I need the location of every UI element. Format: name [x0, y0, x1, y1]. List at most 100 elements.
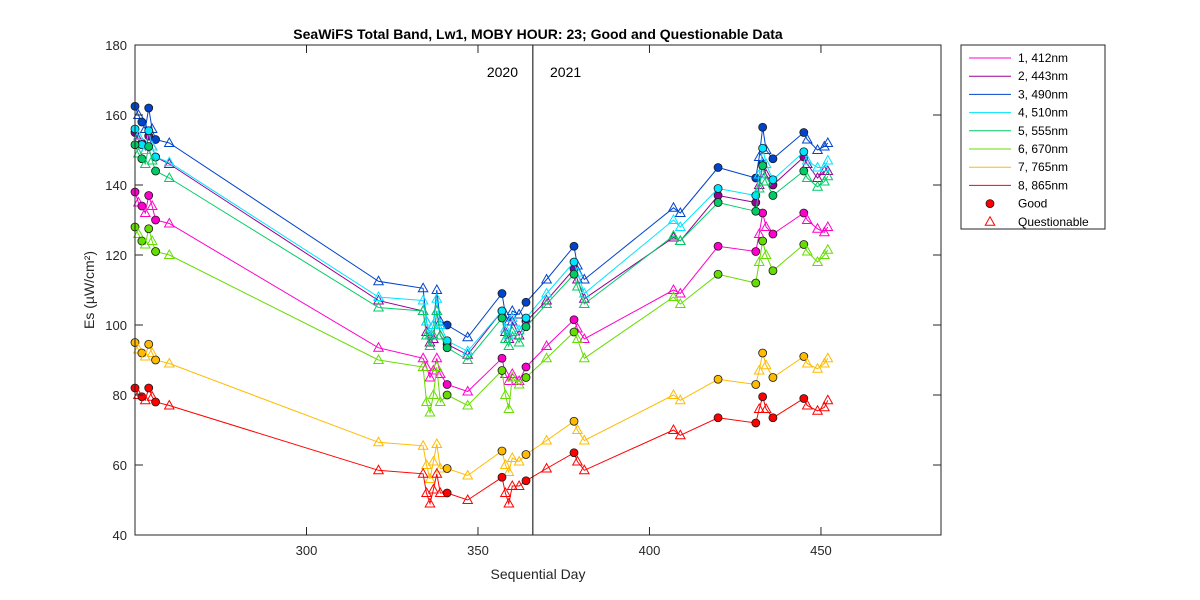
questionable-point [818, 175, 830, 186]
questionable-point [578, 332, 590, 343]
questionable-point [667, 201, 680, 212]
questionable-point [431, 304, 443, 315]
legend-label: 1, 412nm [1018, 51, 1068, 65]
questionable-point [753, 255, 765, 266]
good-point [521, 362, 531, 372]
questionable-point [571, 455, 584, 466]
legend-label: 8, 865nm [1018, 178, 1068, 192]
questionable-point [753, 227, 765, 238]
questionable-point [760, 220, 772, 231]
questionable-point [801, 245, 813, 256]
good-point [799, 166, 809, 176]
good-point [144, 103, 154, 113]
questionable-point [427, 388, 439, 399]
series-1-412nm [130, 187, 834, 396]
questionable-point [424, 497, 436, 508]
questionable-point [540, 462, 553, 473]
series-6-670nm [130, 222, 834, 417]
series-5-555nm [130, 140, 834, 364]
legend-item-7-765nm: 7, 765nm [969, 160, 1068, 174]
questionable-point [420, 395, 433, 406]
questionable-point [818, 140, 830, 151]
questionable-point [674, 297, 686, 308]
questionable-point [818, 248, 830, 259]
year-label-left: 2020 [487, 64, 518, 80]
legend-label: Questionable [1018, 215, 1089, 229]
good-point [799, 394, 809, 403]
good-point [144, 224, 154, 234]
questionable-point [503, 339, 515, 350]
questionable-point [503, 497, 515, 508]
questionable-point [462, 331, 474, 342]
y-tick-label: 140 [105, 178, 127, 193]
good-point [569, 269, 579, 279]
questionable-point [372, 436, 385, 447]
good-point [713, 198, 723, 207]
questionable-point [139, 206, 151, 217]
questionable-point [822, 164, 834, 175]
questionable-point [427, 455, 439, 466]
questionable-point [372, 294, 385, 305]
questionable-point [513, 336, 525, 347]
questionable-point [372, 301, 385, 312]
good-point [569, 416, 579, 426]
questionable-point [503, 402, 515, 413]
legend-triangle-marker [984, 215, 996, 226]
good-point [713, 374, 723, 384]
questionable-point [506, 311, 518, 322]
questionable-point [503, 465, 515, 476]
questionable-point [811, 255, 824, 266]
questionable-point [667, 229, 680, 240]
questionable-point [578, 287, 590, 298]
series-line [134, 226, 829, 415]
questionable-point [540, 339, 553, 350]
good-point [144, 339, 154, 349]
questionable-point [427, 483, 439, 494]
questionable-point [667, 290, 680, 301]
legend-item-5-555nm: 5, 555nm [969, 124, 1068, 138]
questionable-point [431, 360, 443, 371]
questionable-point [424, 339, 436, 350]
questionable-point [674, 394, 686, 405]
x-tick-label: 400 [639, 543, 661, 558]
questionable-point [431, 292, 443, 303]
legend-item-6-670nm: 6, 670nm [969, 142, 1068, 156]
y-axis-title: Es (µW/cm²) [81, 251, 97, 329]
questionable-point [427, 364, 439, 375]
questionable-point [818, 401, 830, 412]
good-point [144, 191, 154, 200]
good-point [151, 397, 160, 407]
questionable-point [499, 332, 512, 343]
questionable-point [146, 234, 158, 245]
questionable-point [667, 388, 680, 399]
chart-title: SeaWiFS Total Band, Lw1, MOBY HOUR: 23; … [293, 26, 783, 42]
questionable-point [822, 352, 834, 363]
questionable-point [462, 385, 474, 396]
x-tick-label: 300 [296, 543, 318, 558]
questionable-point [420, 329, 433, 340]
good-point [497, 289, 507, 298]
y-tick-label: 120 [105, 248, 127, 263]
good-point [569, 315, 579, 325]
good-point [799, 240, 809, 249]
good-point [151, 135, 160, 144]
good-point [751, 380, 761, 389]
good-point [569, 241, 579, 251]
good-point [768, 413, 778, 423]
legend-circle-marker [985, 199, 995, 209]
questionable-point [434, 395, 446, 406]
good-point [758, 161, 768, 171]
questionable-point [811, 362, 824, 373]
questionable-point [513, 324, 525, 335]
questionable-point [818, 357, 830, 368]
legend-label: 4, 510nm [1018, 106, 1068, 120]
questionable-point [578, 352, 590, 363]
good-point [569, 327, 579, 337]
questionable-point [427, 329, 439, 340]
questionable-point [499, 325, 512, 336]
questionable-point [540, 352, 553, 363]
good-point [758, 122, 768, 132]
questionable-point [540, 273, 553, 284]
good-point [151, 166, 160, 176]
questionable-point [431, 467, 443, 478]
